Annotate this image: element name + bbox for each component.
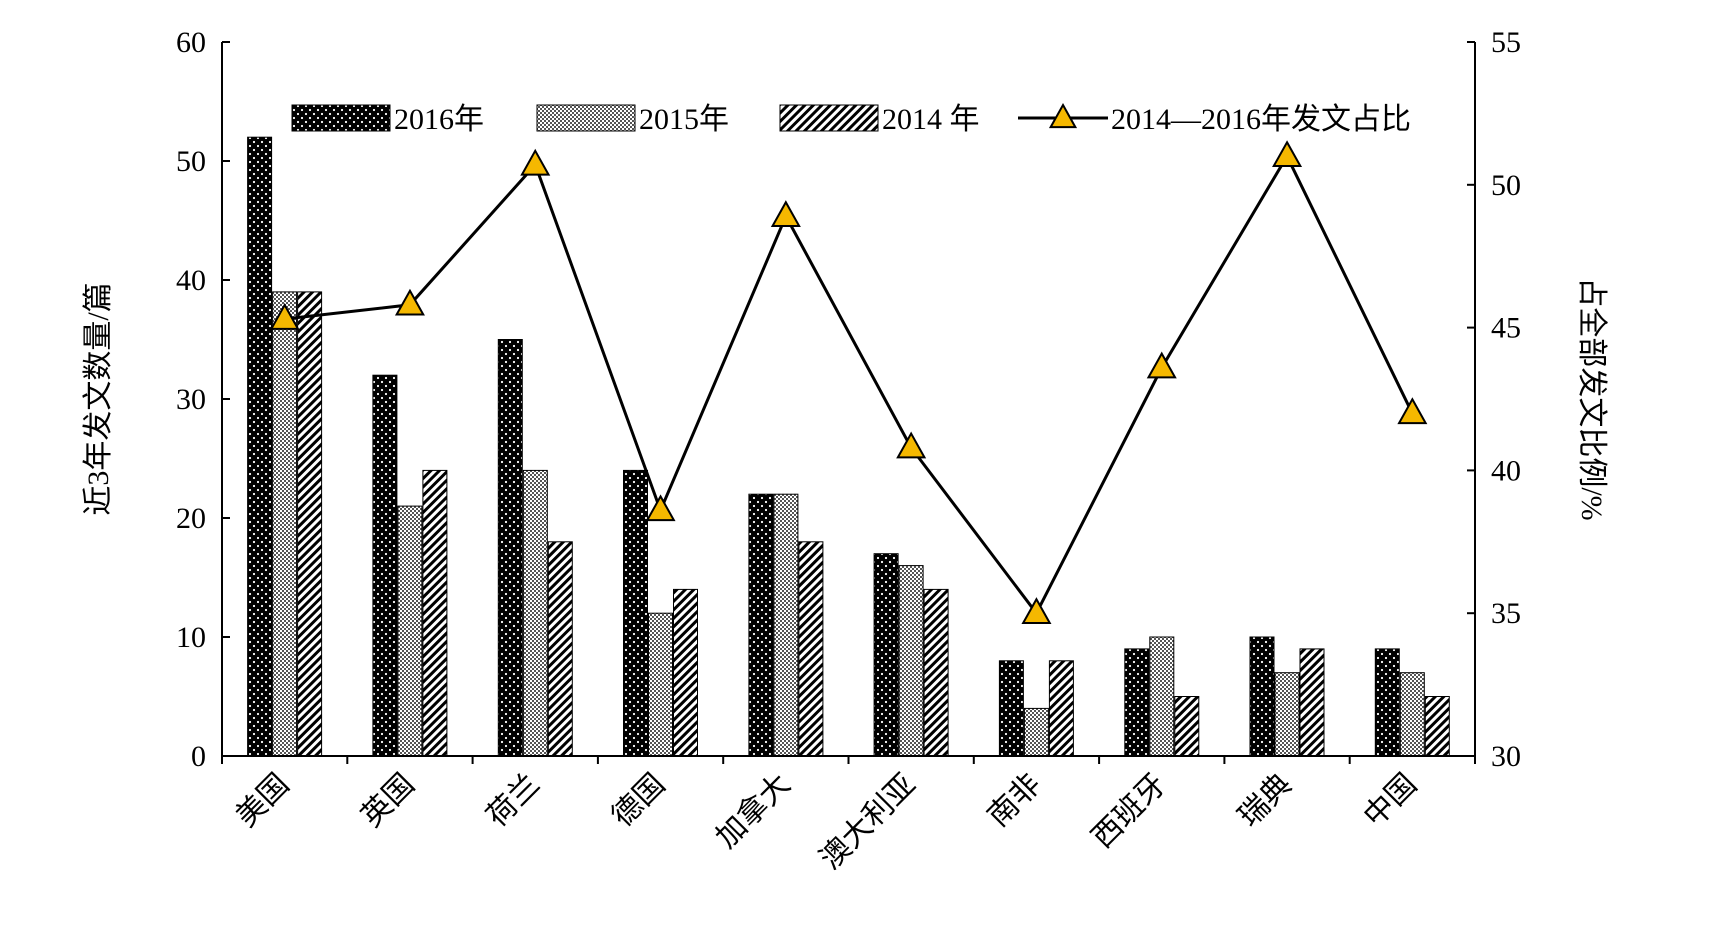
bar-dots-8 bbox=[1249, 636, 1275, 757]
bar-checker-8 bbox=[1274, 672, 1300, 757]
bar-diagonal-1 bbox=[422, 469, 448, 757]
bar-diagonal-6 bbox=[1048, 660, 1074, 757]
ratio-line bbox=[284, 153, 1414, 617]
x-category-label: 中国 bbox=[1358, 768, 1424, 834]
ratio-point-2 bbox=[520, 148, 551, 176]
bar-diagonal-9 bbox=[1424, 696, 1450, 757]
bar-diagonal-0 bbox=[297, 291, 323, 757]
x-category-label: 瑞典 bbox=[1232, 768, 1298, 834]
y-right-tick-label: 45 bbox=[1491, 312, 1521, 345]
y-right-tick-label: 35 bbox=[1491, 597, 1521, 630]
bar-diagonal-8 bbox=[1299, 648, 1325, 757]
ratio-point-0 bbox=[269, 302, 300, 330]
y-left-tick-label: 10 bbox=[176, 621, 206, 654]
bar-dots-0 bbox=[247, 136, 273, 757]
x-category-label: 荷兰 bbox=[480, 768, 546, 834]
x-category-label: 西班牙 bbox=[1086, 768, 1173, 855]
legend-label: 2014 年 bbox=[882, 103, 980, 136]
legend-label: 2014—2016年发文占比 bbox=[1111, 103, 1411, 136]
ratio-point-7 bbox=[1146, 351, 1177, 379]
y-left-tick-label: 40 bbox=[176, 264, 206, 297]
bar-checker-6 bbox=[1023, 707, 1049, 757]
y-left-tick-label: 20 bbox=[176, 502, 206, 535]
x-category-label: 加拿大 bbox=[710, 768, 797, 855]
legend-triangle-marker bbox=[1048, 102, 1078, 129]
bar-checker-5 bbox=[898, 565, 924, 757]
bar-checker-3 bbox=[648, 612, 673, 757]
bar-checker-7 bbox=[1149, 636, 1175, 757]
bar-dots-4 bbox=[748, 493, 774, 757]
bar-diagonal-7 bbox=[1174, 696, 1200, 757]
x-category-label: 英国 bbox=[355, 768, 421, 834]
bar-checker-4 bbox=[773, 493, 799, 757]
legend-swatch-dots bbox=[291, 104, 391, 132]
bar-diagonal-2 bbox=[547, 541, 573, 757]
ratio-point-4 bbox=[770, 200, 801, 228]
bar-checker-2 bbox=[522, 469, 548, 757]
bar-dots-5 bbox=[873, 553, 899, 757]
x-category-label: 南非 bbox=[982, 768, 1048, 834]
bar-checker-9 bbox=[1399, 672, 1425, 757]
y-right-tick-label: 50 bbox=[1491, 169, 1521, 202]
ratio-point-6 bbox=[1021, 597, 1052, 624]
bar-dots-3 bbox=[623, 469, 648, 757]
legend-swatch-checker bbox=[536, 104, 636, 132]
y-right-tick-label: 55 bbox=[1491, 26, 1521, 59]
bar-diagonal-3 bbox=[673, 588, 698, 757]
y-right-tick-label: 30 bbox=[1491, 740, 1521, 773]
bar-dots-6 bbox=[998, 660, 1024, 757]
bar-diagonal-5 bbox=[923, 588, 949, 757]
bar-diagonal-4 bbox=[798, 541, 824, 757]
legend-swatch-diagonal bbox=[779, 104, 879, 132]
ratio-point-1 bbox=[394, 288, 425, 316]
y-left-tick-label: 30 bbox=[176, 383, 206, 416]
bar-dots-7 bbox=[1124, 648, 1150, 757]
x-category-label: 澳大利亚 bbox=[814, 768, 922, 876]
y-axis-right-title: 占全部发文比例/% bbox=[1575, 277, 1608, 520]
ratio-point-3 bbox=[645, 494, 676, 522]
ratio-point-8 bbox=[1272, 140, 1303, 168]
y-left-tick-label: 50 bbox=[176, 145, 206, 178]
bar-checker-1 bbox=[397, 505, 423, 757]
bar-dots-1 bbox=[372, 374, 398, 757]
y-left-tick-label: 60 bbox=[176, 26, 206, 59]
legend-label: 2015年 bbox=[639, 103, 729, 136]
bar-checker-0 bbox=[272, 291, 298, 757]
x-category-label: 美国 bbox=[230, 768, 296, 834]
ratio-point-5 bbox=[896, 431, 927, 459]
bar-dots-2 bbox=[497, 339, 523, 757]
y-left-tick-label: 0 bbox=[191, 740, 206, 773]
y-axis-left-title: 近3年发文数量/篇 bbox=[82, 282, 115, 515]
legend-label: 2016年 bbox=[394, 103, 484, 136]
y-right-tick-label: 40 bbox=[1491, 454, 1521, 487]
bar-dots-9 bbox=[1374, 648, 1400, 757]
ratio-point-9 bbox=[1397, 397, 1428, 425]
x-category-label: 德国 bbox=[606, 768, 672, 834]
